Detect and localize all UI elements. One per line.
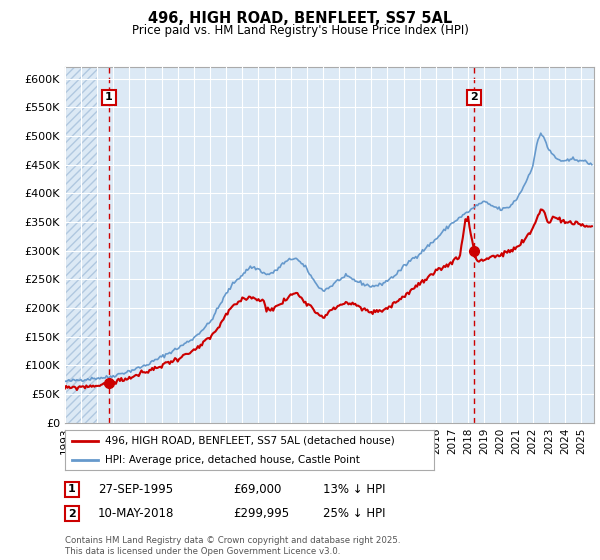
Text: 1: 1	[68, 484, 76, 494]
Text: 496, HIGH ROAD, BENFLEET, SS7 5AL (detached house): 496, HIGH ROAD, BENFLEET, SS7 5AL (detac…	[106, 436, 395, 446]
Text: 25% ↓ HPI: 25% ↓ HPI	[323, 507, 385, 520]
Text: £299,995: £299,995	[233, 507, 289, 520]
Text: Contains HM Land Registry data © Crown copyright and database right 2025.
This d: Contains HM Land Registry data © Crown c…	[65, 536, 400, 556]
Text: 10-MAY-2018: 10-MAY-2018	[98, 507, 174, 520]
Text: 27-SEP-1995: 27-SEP-1995	[98, 483, 173, 496]
Text: HPI: Average price, detached house, Castle Point: HPI: Average price, detached house, Cast…	[106, 455, 360, 464]
Text: £69,000: £69,000	[233, 483, 281, 496]
Text: 13% ↓ HPI: 13% ↓ HPI	[323, 483, 385, 496]
Bar	[65, 67, 97, 423]
Text: Price paid vs. HM Land Registry's House Price Index (HPI): Price paid vs. HM Land Registry's House …	[131, 24, 469, 36]
Text: 496, HIGH ROAD, BENFLEET, SS7 5AL: 496, HIGH ROAD, BENFLEET, SS7 5AL	[148, 11, 452, 26]
Text: 1: 1	[105, 92, 113, 102]
Text: 2: 2	[470, 92, 478, 102]
Text: 2: 2	[68, 508, 76, 519]
